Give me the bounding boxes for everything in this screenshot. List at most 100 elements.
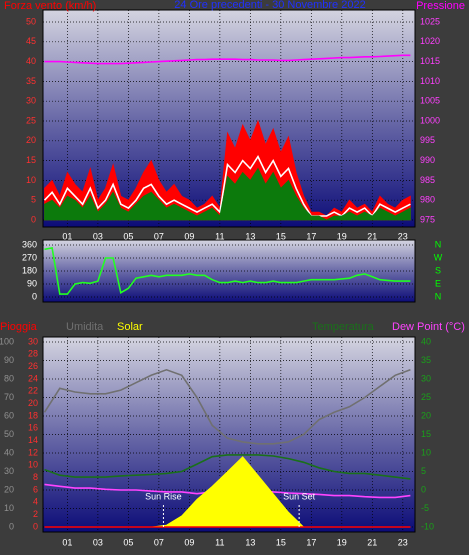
y-tick-label: 100 <box>0 336 14 346</box>
y3-tick-label: 28 <box>28 349 38 359</box>
y-tick-label: 20 <box>26 135 36 145</box>
y2-tick-label: 980 <box>420 195 435 205</box>
series-line <box>43 368 411 445</box>
x-tick-label: 07 <box>154 537 164 547</box>
y2-tick-label: 1015 <box>420 56 440 66</box>
y-tick-label: 60 <box>4 410 14 420</box>
y3-tick-label: 4 <box>33 497 38 507</box>
y2-tick-label: 990 <box>420 155 435 165</box>
y2-tick-label: S <box>435 265 441 275</box>
y3-tick-label: 12 <box>28 447 38 457</box>
series-area <box>44 167 411 221</box>
plot-layer <box>43 10 415 227</box>
x-tick-label: 21 <box>367 537 377 547</box>
x-tick-label: 23 <box>398 537 408 547</box>
x-tick-label: 01 <box>62 537 72 547</box>
y-tick-label: 30 <box>26 96 36 106</box>
y3-tick-label: 10 <box>28 460 38 470</box>
plot-layer <box>43 337 415 532</box>
annotation-label: Sun Set <box>283 491 316 501</box>
y3-tick-label: 22 <box>28 386 38 396</box>
y2-tick-label: 1005 <box>420 96 440 106</box>
y3-tick-label: 26 <box>28 361 38 371</box>
x-tick-label: 05 <box>123 231 133 241</box>
x-tick-label: 13 <box>245 231 255 241</box>
y2-tick-label: 985 <box>420 175 435 185</box>
y2-tick-label: N <box>435 291 442 301</box>
y2-tick-label: 995 <box>420 135 435 145</box>
series-line <box>44 54 411 65</box>
y3-tick-label: 16 <box>28 423 38 433</box>
y2-tick-label: 30 <box>421 373 431 383</box>
y-tick-label: 40 <box>26 56 36 66</box>
legend-entry: Pioggia <box>0 321 38 333</box>
x-tick-label: 09 <box>184 231 194 241</box>
y2-tick-label: 20 <box>421 410 431 420</box>
x-tick-label: 11 <box>215 537 224 547</box>
y-tick-label: 30 <box>4 466 14 476</box>
x-tick-label: 07 <box>154 231 164 241</box>
x-tick-label: 23 <box>398 231 408 241</box>
legend-entry: Dew Point (°C) <box>392 321 465 333</box>
y3-tick-label: 0 <box>33 521 38 531</box>
y-tick-label: 90 <box>4 355 14 365</box>
y2-tick-label: 1025 <box>420 16 440 26</box>
y2-tick-label: 35 <box>421 355 431 365</box>
y-tick-label: 180 <box>22 265 37 275</box>
plot-layer <box>43 244 415 298</box>
y-tick-label: 20 <box>4 484 14 494</box>
y-tick-label: 40 <box>4 447 14 457</box>
annotation-label: Sun Rise <box>145 491 182 501</box>
y-tick-label: 270 <box>22 252 37 262</box>
y-tick-label: 0 <box>9 521 14 531</box>
y2-tick-label: W <box>434 252 443 262</box>
x-tick-label: 15 <box>276 231 286 241</box>
y2-tick-label: -10 <box>421 521 434 531</box>
y2-tick-label: 1010 <box>420 76 440 86</box>
x-tick-label: 17 <box>306 537 316 547</box>
y-tick-label: 10 <box>26 175 36 185</box>
y3-tick-label: 30 <box>28 336 38 346</box>
y3-tick-label: 20 <box>28 398 38 408</box>
x-tick-label: 09 <box>184 537 194 547</box>
y3-tick-label: 6 <box>33 484 38 494</box>
legend-entry: Solar <box>117 321 143 333</box>
series-line <box>44 454 411 480</box>
y-tick-label: 15 <box>26 155 36 165</box>
y2-tick-label: 15 <box>421 429 431 439</box>
x-tick-label: 03 <box>93 537 103 547</box>
y-tick-label: 10 <box>4 503 14 513</box>
y-tick-label: 25 <box>26 115 36 125</box>
legend-entry: Temperatura <box>312 321 375 333</box>
y-tick-label: 360 <box>22 239 37 249</box>
y-tick-label: 5 <box>31 195 36 205</box>
y3-tick-label: 24 <box>28 373 38 383</box>
x-tick-label: 03 <box>93 231 103 241</box>
y-tick-label: 70 <box>4 392 14 402</box>
chart-title: 24 Ore precedenti - 30 Novembre 2022 <box>174 0 365 11</box>
y2-tick-label: 10 <box>421 447 431 457</box>
x-tick-label: 15 <box>276 537 286 547</box>
y-tick-label: 35 <box>26 76 36 86</box>
y3-tick-label: 14 <box>28 435 38 445</box>
x-tick-label: 01 <box>62 231 72 241</box>
series-line <box>44 246 411 295</box>
y-tick-label: 45 <box>26 36 36 46</box>
y3-tick-label: 18 <box>28 410 38 420</box>
y2-tick-label: 1020 <box>420 36 440 46</box>
y-tick-label: 0 <box>31 214 36 224</box>
series-area <box>44 119 411 221</box>
legend-entry: Umidita <box>66 321 104 333</box>
y2-axis-label: Pressione <box>416 0 465 12</box>
x-tick-label: 19 <box>337 537 347 547</box>
y2-tick-label: 975 <box>420 214 435 224</box>
x-tick-label: 05 <box>123 537 133 547</box>
y2-tick-label: 0 <box>421 484 426 494</box>
y-tick-label: 50 <box>4 429 14 439</box>
y2-tick-label: 25 <box>421 392 431 402</box>
y-tick-label: 0 <box>32 291 37 301</box>
y3-tick-label: 2 <box>33 509 38 519</box>
y2-tick-label: 1000 <box>420 115 440 125</box>
